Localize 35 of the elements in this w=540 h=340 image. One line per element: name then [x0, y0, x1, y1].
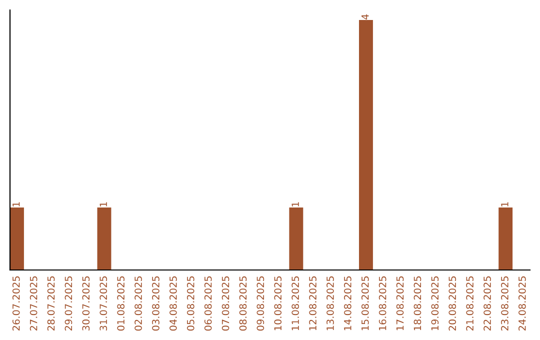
x-tick-label: 27.07.2025 [30, 276, 38, 331]
x-tick-label: 14.08.2025 [344, 276, 352, 330]
x-tick-label: 16.08.2025 [378, 276, 386, 330]
x-tick-label: 22.08.2025 [484, 276, 491, 331]
data-label: 1 [501, 202, 508, 206]
x-tick-label: 07.08.2025 [222, 276, 230, 331]
x-tick-label: 05.08.2025 [186, 276, 194, 331]
data-label: 1 [292, 202, 299, 206]
data-label: 1 [100, 202, 107, 206]
x-tick-label: 23.08.2025 [501, 276, 508, 331]
x-tick-label: 18.08.2025 [414, 276, 422, 330]
x-tick-label: 06.08.2025 [204, 276, 212, 331]
x-tick-label: 03.08.2025 [152, 276, 160, 331]
x-tick-label: 21.08.2025 [466, 276, 474, 331]
x-tick-label: 26.07.2025 [12, 276, 20, 331]
x-tick-label: 12.08.2025 [309, 276, 316, 330]
x-tick-label: 11.08.2025 [292, 276, 299, 330]
x-tick-label: 29.07.2025 [64, 276, 72, 331]
x-tick-label: 24.08.2025 [518, 276, 526, 331]
x-tick-label: 31.07.2025 [100, 276, 108, 330]
x-tick-label: 13.08.2025 [326, 276, 334, 330]
x-tick-label: 08.08.2025 [239, 276, 247, 331]
x-tick-label: 01.08.2025 [117, 276, 124, 331]
x-tick-label: 19.08.2025 [431, 276, 439, 330]
data-label: 4 [362, 14, 369, 20]
x-tick-label: 15.08.2025 [361, 276, 369, 330]
x-tick-label: 30.07.2025 [82, 276, 90, 330]
data-label: 1 [12, 202, 20, 206]
x-tick-label: 10.08.2025 [274, 276, 282, 330]
x-tick-label: 02.08.2025 [134, 276, 142, 331]
x-tick-label: 28.07.2025 [47, 276, 55, 331]
x-tick-label: 17.08.2025 [396, 276, 404, 330]
x-tick-label: 20.08.2025 [448, 276, 456, 331]
x-tick-label: 04.08.2025 [169, 276, 177, 331]
x-tick-label: 09.08.2025 [256, 276, 264, 331]
